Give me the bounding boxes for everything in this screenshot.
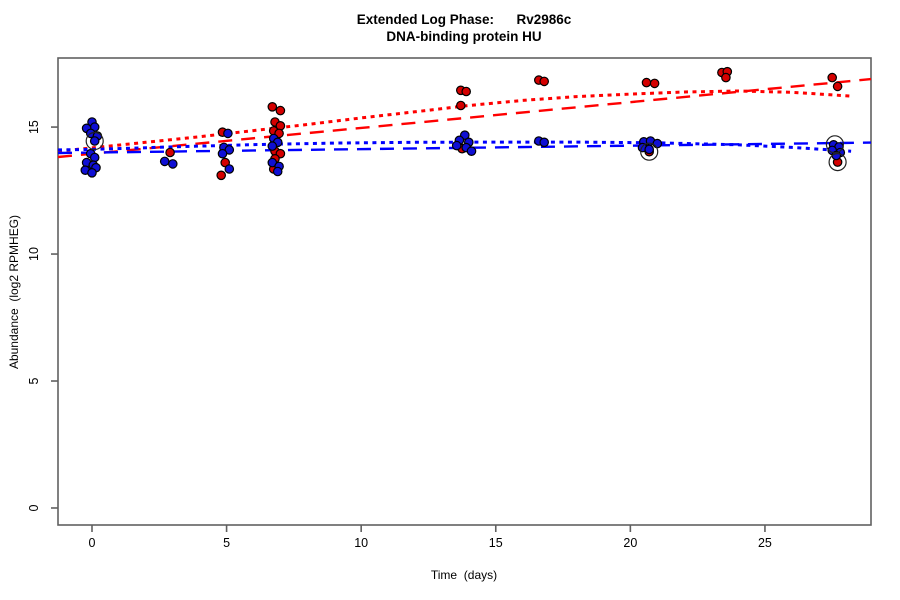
x-tick-label: 15 bbox=[489, 536, 503, 550]
red-data-point bbox=[832, 81, 843, 92]
outlier-ring bbox=[85, 131, 104, 151]
blue-data-point bbox=[159, 156, 170, 167]
plot-title: Extended Log Phase: Rv2986c bbox=[356, 12, 572, 27]
red-loess-fit bbox=[57, 89, 852, 153]
blue-data-point bbox=[451, 140, 462, 151]
x-tick-label: 10 bbox=[354, 536, 368, 550]
outlier-ring bbox=[825, 135, 845, 154]
red-data-point bbox=[649, 78, 660, 89]
red-data-point bbox=[267, 102, 278, 112]
y-tick-label: 15 bbox=[27, 120, 41, 134]
outlier-ring bbox=[828, 153, 847, 172]
blue-data-point bbox=[89, 136, 100, 146]
x-tick-label: 0 bbox=[89, 536, 96, 550]
blue-loess-fit bbox=[57, 140, 852, 153]
red-data-point bbox=[455, 100, 466, 111]
blue-data-point bbox=[272, 166, 283, 177]
x-tick-label: 25 bbox=[758, 536, 772, 550]
x-axis-label: Time (days) bbox=[430, 568, 498, 582]
blue-data-point bbox=[267, 141, 278, 151]
y-tick-label: 10 bbox=[27, 247, 41, 261]
red-data-point bbox=[721, 72, 731, 83]
blue-data-point bbox=[217, 148, 228, 159]
red-data-point bbox=[539, 76, 549, 87]
blue-data-point bbox=[652, 138, 663, 149]
red-data-point bbox=[165, 147, 175, 158]
plot-subtitle: DNA-binding protein HU bbox=[386, 29, 542, 44]
blue-data-point bbox=[644, 144, 654, 155]
blue-data-point bbox=[539, 137, 549, 148]
outlier-ring bbox=[640, 142, 659, 161]
x-tick-label: 5 bbox=[223, 536, 230, 550]
red-data-point bbox=[216, 170, 226, 181]
red-data-point bbox=[461, 86, 471, 97]
y-tick-label: 5 bbox=[27, 377, 41, 384]
blue-data-point bbox=[87, 168, 97, 178]
red-data-point bbox=[641, 77, 652, 88]
blue-data-point bbox=[466, 146, 477, 156]
plot-box bbox=[57, 57, 872, 526]
y-tick-label: 0 bbox=[27, 504, 41, 511]
blue-linear-fit bbox=[57, 141, 872, 155]
x-tick-label: 20 bbox=[623, 536, 637, 550]
red-data-point bbox=[275, 105, 286, 116]
red-data-point bbox=[827, 72, 837, 83]
blue-data-point bbox=[224, 164, 235, 174]
blue-data-point bbox=[168, 159, 178, 169]
blue-data-point bbox=[223, 128, 233, 139]
blue-data-point bbox=[89, 152, 100, 163]
